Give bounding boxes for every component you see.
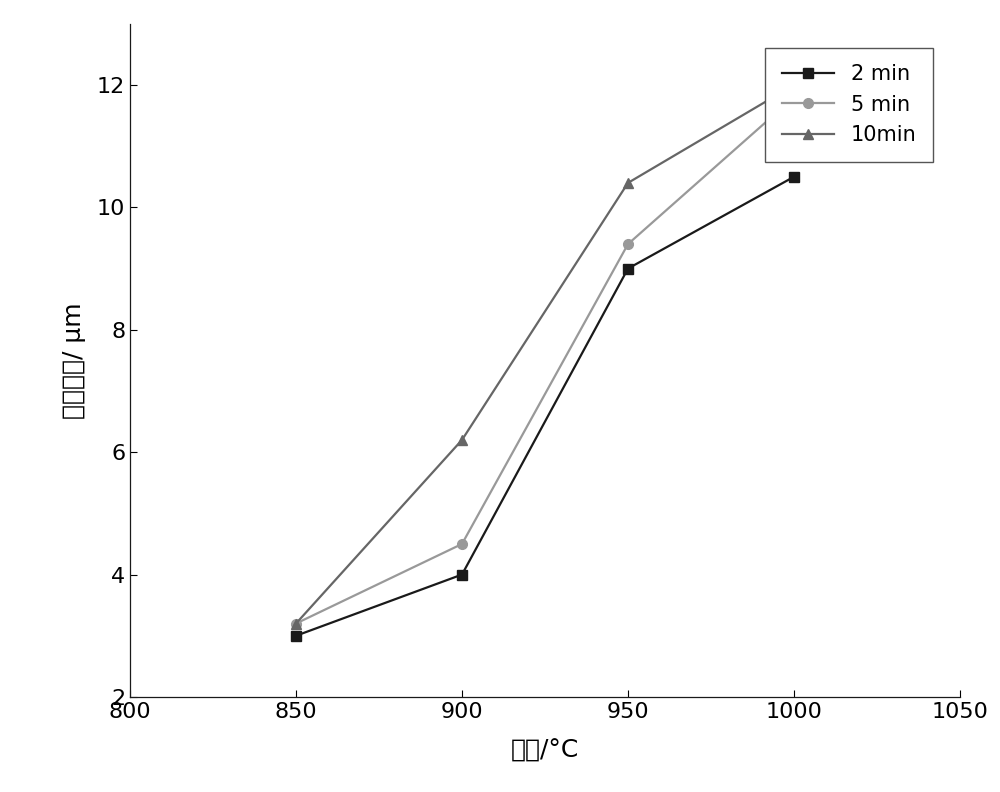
2 min xyxy=(456,569,468,579)
2 min xyxy=(622,264,634,273)
2 min xyxy=(290,631,302,641)
X-axis label: 温度/°C: 温度/°C xyxy=(511,738,579,763)
Line: 10min: 10min xyxy=(291,80,799,628)
5 min xyxy=(788,93,800,102)
10min xyxy=(622,178,634,188)
Y-axis label: 晶粒直径/ μm: 晶粒直径/ μm xyxy=(62,302,86,419)
5 min xyxy=(622,239,634,249)
5 min xyxy=(456,539,468,549)
Line: 5 min: 5 min xyxy=(291,93,799,628)
5 min xyxy=(290,619,302,628)
10min xyxy=(456,435,468,444)
10min xyxy=(290,619,302,628)
Legend: 2 min, 5 min, 10min: 2 min, 5 min, 10min xyxy=(765,48,933,162)
Line: 2 min: 2 min xyxy=(291,172,799,641)
2 min xyxy=(788,172,800,181)
10min xyxy=(788,80,800,89)
